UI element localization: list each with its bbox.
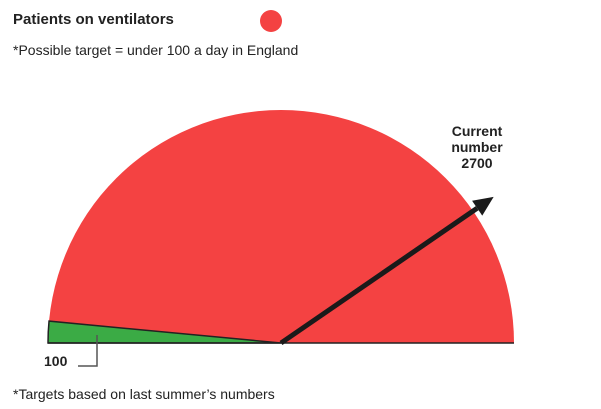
chart-subtitle: *Possible target = under 100 a day in En…	[13, 42, 299, 58]
current-arrow	[279, 196, 494, 346]
leader-line	[78, 335, 98, 367]
chart-title: Patients on ventilators	[13, 11, 174, 28]
arrow-head	[472, 196, 494, 216]
legend-marker	[260, 10, 282, 32]
footnote: *Targets based on last summer’s numbers	[13, 386, 275, 402]
arrow-shaft	[279, 206, 479, 346]
current-value-label: 2700	[461, 155, 493, 171]
current-label: Current number	[451, 123, 503, 155]
target-value-label: 100	[44, 353, 68, 369]
gauge-background	[48, 110, 514, 343]
